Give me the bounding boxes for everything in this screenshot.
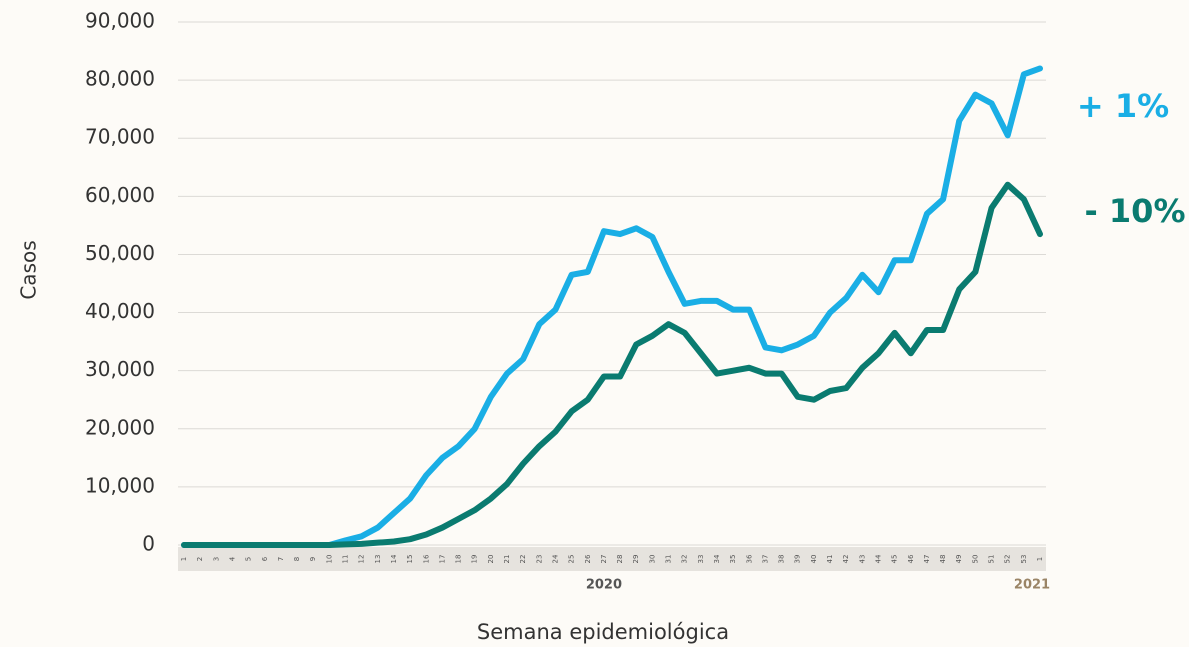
annotation: - 10%	[1084, 192, 1185, 230]
x-tick-label: 53	[1020, 555, 1028, 564]
x-tick-label: 36	[745, 554, 753, 563]
x-tick-label: 14	[390, 554, 398, 563]
x-tick-label: 8	[293, 557, 301, 561]
x-tick-label: 37	[761, 555, 769, 564]
x-tick-label: 13	[374, 555, 382, 564]
x-tick-label: 33	[697, 555, 705, 564]
x-tick-label: 15	[406, 555, 414, 564]
x-tick-label: 43	[858, 555, 866, 564]
page: Casos Semana epidemiológica 0 10,000 20,00…	[0, 0, 1189, 647]
x-tick-label: 41	[826, 555, 834, 564]
x-tick-label: 27	[600, 555, 608, 564]
y-tick-label: 70,000	[85, 125, 155, 149]
y-tick-label: 50,000	[85, 241, 155, 265]
y-tick-label: 40,000	[85, 299, 155, 323]
x-tick-label: 3	[212, 557, 220, 561]
year-label: 2021	[1014, 578, 1050, 593]
x-tick-label: 31	[665, 555, 673, 564]
x-tick-label: 16	[422, 554, 430, 563]
chart: Casos Semana epidemiológica 0 10,000 20,00…	[0, 0, 1189, 647]
x-tick-label: 1	[180, 557, 188, 561]
x-tick-label: 44	[874, 554, 882, 563]
y-axis-title: Casos	[17, 240, 41, 299]
x-tick-label: 24	[551, 554, 559, 563]
x-tick-label: 35	[729, 555, 737, 564]
x-tick-label: 2	[196, 557, 204, 561]
y-tick-label: 0	[142, 532, 155, 556]
x-tick-label: 9	[309, 557, 317, 561]
y-tick-label: 80,000	[85, 67, 155, 91]
x-tick-label: 5	[245, 557, 253, 561]
x-tick-label: 26	[584, 554, 592, 563]
x-tick-label: 12	[358, 555, 366, 564]
x-tick-label: 7	[277, 557, 285, 561]
x-tick-label: 22	[519, 555, 527, 564]
x-band	[178, 547, 1046, 571]
x-tick-label: 18	[455, 555, 463, 564]
year-label: 2020	[586, 578, 622, 593]
x-tick-label: 47	[923, 555, 931, 564]
x-tick-label: 1	[1036, 557, 1044, 561]
x-tick-label: 49	[955, 555, 963, 564]
x-tick-label: 20	[487, 555, 495, 564]
x-tick-label: 38	[778, 555, 786, 564]
annotation: + 1%	[1077, 87, 1169, 125]
x-tick-label: 23	[535, 555, 543, 564]
x-tick-label: 17	[438, 555, 446, 564]
x-tick-label: 45	[891, 555, 899, 564]
x-tick-label: 11	[342, 555, 350, 564]
y-tick-label: 60,000	[85, 183, 155, 207]
x-tick-label: 42	[842, 555, 850, 564]
x-tick-label: 28	[616, 555, 624, 564]
y-tick-label: 20,000	[85, 415, 155, 439]
x-tick-label: 48	[939, 555, 947, 564]
x-tick-label: 6	[261, 556, 269, 561]
x-tick-label: 50	[971, 555, 979, 564]
x-tick-label: 40	[810, 555, 818, 564]
y-tick-label: 10,000	[85, 473, 155, 497]
x-tick-label: 19	[471, 555, 479, 564]
x-tick-label: 29	[632, 555, 640, 564]
y-tick-label: 90,000	[85, 9, 155, 33]
x-axis-title: Semana epidemiológica	[477, 620, 729, 644]
x-tick-label: 30	[648, 555, 656, 564]
x-tick-label: 39	[794, 555, 802, 564]
x-tick-label: 51	[988, 555, 996, 564]
x-tick-label: 46	[907, 554, 915, 563]
x-tick-label: 4	[228, 556, 236, 561]
x-tick-label: 21	[503, 555, 511, 564]
x-tick-label: 32	[681, 555, 689, 564]
x-tick-label: 25	[568, 555, 576, 564]
x-tick-label: 52	[1004, 555, 1012, 564]
y-tick-label: 30,000	[85, 357, 155, 381]
x-tick-label: 34	[713, 554, 721, 563]
x-tick-label: 10	[325, 555, 333, 564]
